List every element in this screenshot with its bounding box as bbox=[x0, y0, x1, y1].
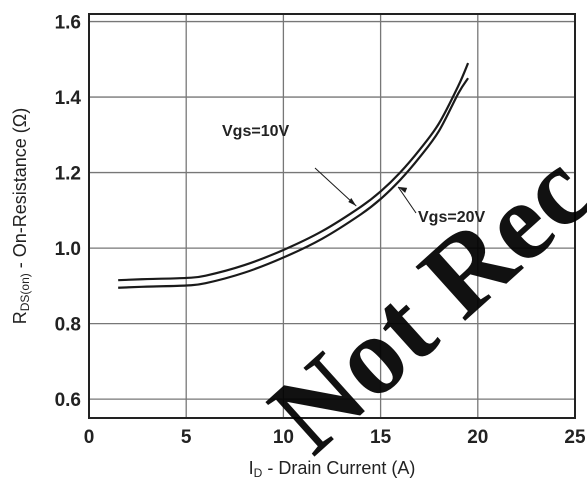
series-line-vgs-10v bbox=[118, 62, 470, 282]
plot-frame bbox=[88, 13, 576, 419]
y-tick-label: 1.2 bbox=[55, 164, 81, 185]
annotation-leader-vgs-20v bbox=[397, 186, 417, 214]
y-tick-label: 1.0 bbox=[55, 239, 81, 260]
annotation-vgs-20v: Vgs=20V bbox=[418, 209, 485, 226]
y-tick-label: 0.6 bbox=[55, 390, 81, 411]
x-tick-label: 15 bbox=[370, 427, 392, 448]
y-tick-label: 0.8 bbox=[55, 315, 81, 336]
annotation-arrowhead-vgs-20v bbox=[398, 186, 408, 193]
annotation-arrowhead-vgs-10v bbox=[348, 198, 357, 207]
annotation-layer: Vgs=10V Vgs=20V bbox=[222, 123, 485, 226]
x-tick-label: 5 bbox=[181, 427, 192, 448]
x-axis-title-sub: D bbox=[254, 466, 263, 480]
y-axis-title-main: R bbox=[10, 311, 30, 324]
y-tick-label: 1.4 bbox=[55, 88, 82, 109]
x-tick-label: 20 bbox=[467, 427, 488, 448]
grid-layer bbox=[89, 14, 575, 418]
annotation-leader-vgs-10v bbox=[314, 167, 357, 207]
x-axis-title-rest: - Drain Current (A) bbox=[262, 458, 415, 478]
y-tick-label: 1.6 bbox=[55, 13, 81, 34]
y-axis-title-rest: - On-Resistance (Ω) bbox=[10, 108, 30, 274]
x-axis-title: ID - Drain Current (A) bbox=[249, 458, 416, 480]
x-axis-title-main: I bbox=[249, 458, 254, 478]
annotation-vgs-10v: Vgs=10V bbox=[222, 123, 289, 140]
y-axis-title-sub: DS(on) bbox=[18, 273, 32, 311]
y-axis-title: RDS(on) - On-Resistance (Ω) bbox=[10, 108, 32, 325]
series-layer bbox=[118, 62, 470, 289]
tick-label-layer: 0 5 10 15 20 25 0.6 0.8 1.0 1.2 1.4 1.6 bbox=[55, 13, 586, 448]
x-tick-label: 10 bbox=[273, 427, 294, 448]
x-tick-label: 0 bbox=[84, 427, 95, 448]
x-tick-label: 25 bbox=[564, 427, 586, 448]
series-line-vgs-20v bbox=[118, 77, 470, 289]
